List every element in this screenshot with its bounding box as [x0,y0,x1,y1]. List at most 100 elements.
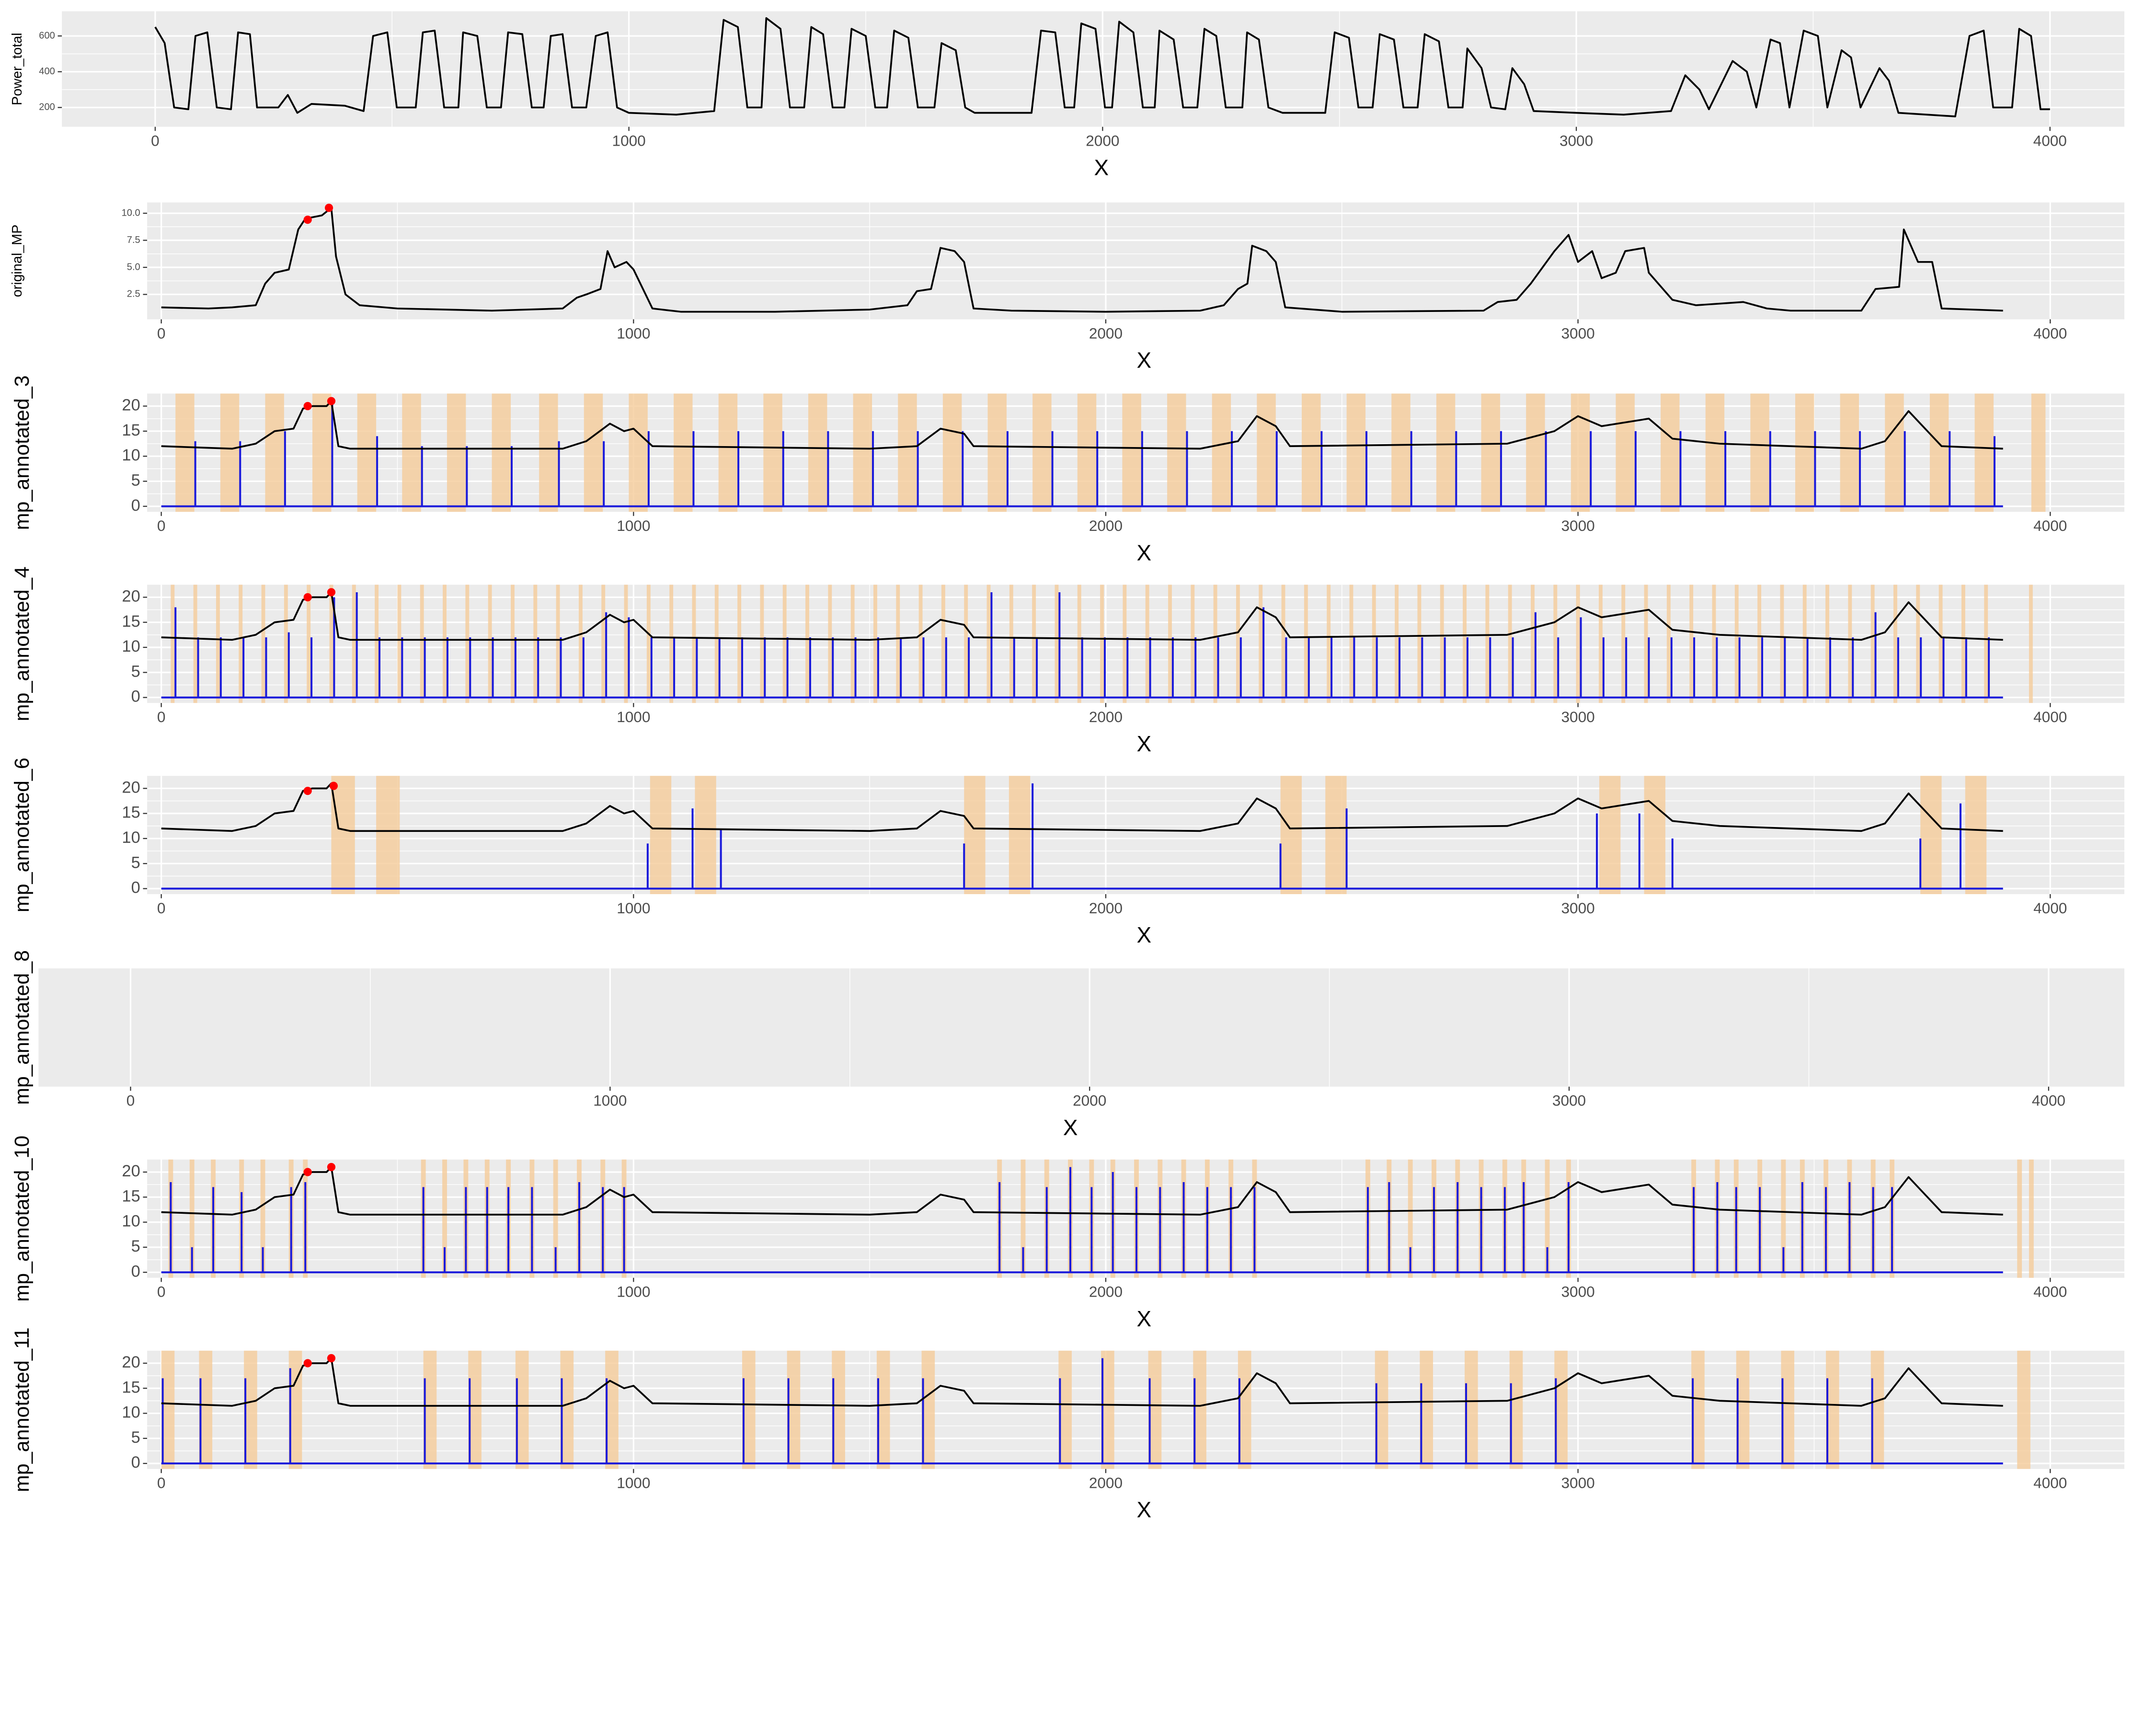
annotation-band [357,393,377,512]
annotation-band [1212,393,1231,512]
peak-point [303,593,312,602]
y-tick-label: 10 [122,1403,140,1422]
annotation-band [1281,585,1285,703]
x-tick-label: 1000 [617,1474,650,1492]
annotation-band [1301,393,1321,512]
annotation-band [2031,393,2046,512]
annotation-band [265,393,284,512]
y-tick-label: 7.5 [127,235,140,245]
annotation-band [331,776,355,895]
annotation-band [1870,585,1875,703]
annotation-band [898,393,917,512]
annotation-band [1327,585,1331,703]
panel-background [147,585,2124,703]
x-tick-label: 4000 [2033,1283,2067,1300]
y-tick-label: 20 [122,778,140,796]
annotation-band [1526,393,1545,512]
x-tick-label: 4000 [2033,132,2067,150]
annotation-band [260,1159,265,1278]
annotation-band [1621,585,1626,703]
peak-point [327,1354,336,1363]
annotation-band [584,393,603,512]
y-tick-label: 15 [122,1187,140,1205]
annotation-band [1531,585,1535,703]
annotation-band [873,585,877,703]
y-tick-label: 2.5 [127,289,140,299]
annotation-band [1100,585,1104,703]
annotation-band [216,585,220,703]
annotation-band [284,585,288,703]
x-tick-label: 2000 [1089,1474,1123,1492]
annotation-band [1009,585,1013,703]
annotation-band [539,393,558,512]
annotation-band [193,585,197,703]
annotation-band [1145,585,1149,703]
y-axis-title: mp_annotated_10 [11,1136,34,1302]
y-tick-label: 10 [122,828,140,847]
x-tick-label: 1000 [617,708,650,725]
x-tick-label: 2000 [1086,132,1119,150]
annotation-band [1436,393,1456,512]
annotation-band [805,585,809,703]
x-axis-title: X [1136,1306,1151,1331]
annotation-band [629,393,648,512]
annotation-band [1802,585,1807,703]
annotation-band [941,585,945,703]
annotation-band [420,585,424,703]
annotation-band [443,585,447,703]
annotation-band [307,585,311,703]
x-tick-label: 3000 [1561,324,1595,342]
x-axis-title: X [1136,731,1151,756]
y-axis-title: original_MP [10,225,25,297]
annotation-band [1734,585,1739,703]
y-tick-label: 5 [131,1237,140,1255]
annotation-band [1929,393,1949,512]
annotation-band [828,585,832,703]
y-tick-label: 5 [131,1428,140,1447]
y-tick-label: 0 [131,496,140,515]
annotation-band [1750,393,1769,512]
data-line [161,591,2003,641]
y-tick-label: 20 [122,587,140,606]
annotation-band [1705,393,1725,512]
y-tick-label: 10.0 [122,207,140,218]
annotation-band [1644,776,1665,895]
annotation-band [1257,393,1276,512]
annotation-band [964,776,986,895]
annotation-band [1885,393,1904,512]
x-tick-label: 0 [157,708,166,725]
panel-background [147,776,2124,895]
annotation-band [1916,585,1920,703]
annotation-band [1961,585,1965,703]
y-tick-label: 0 [131,1262,140,1280]
y-tick-label: 5.0 [127,262,140,272]
x-tick-label: 4000 [2033,1474,2067,1492]
annotation-band [1372,585,1376,703]
y-axis-title: mp_annotated_6 [11,758,34,912]
annotation-band [1481,393,1500,512]
annotation-band [1599,776,1621,895]
annotation-band [760,585,764,703]
annotation-band [896,585,900,703]
annotation-band [1712,585,1716,703]
annotation-band [1236,585,1240,703]
annotation-band [1781,1159,1786,1278]
annotation-band [1009,776,1031,895]
y-tick-label: 5 [131,662,140,680]
y-tick-label: 400 [39,66,55,77]
y-tick-label: 20 [122,1162,140,1180]
annotation-band [1213,585,1217,703]
x-tick-label: 1000 [617,899,650,917]
annotation-band [1893,585,1897,703]
annotation-band [1168,585,1172,703]
annotation-band [692,585,696,703]
data-line [161,1357,2003,1407]
x-tick-label: 4000 [2032,1092,2065,1109]
y-tick-label: 5 [131,853,140,872]
annotation-band [808,393,827,512]
x-tick-label: 0 [157,1283,166,1300]
x-tick-label: 1000 [617,517,650,534]
x-tick-label: 4000 [2033,324,2067,342]
annotation-band [239,585,243,703]
